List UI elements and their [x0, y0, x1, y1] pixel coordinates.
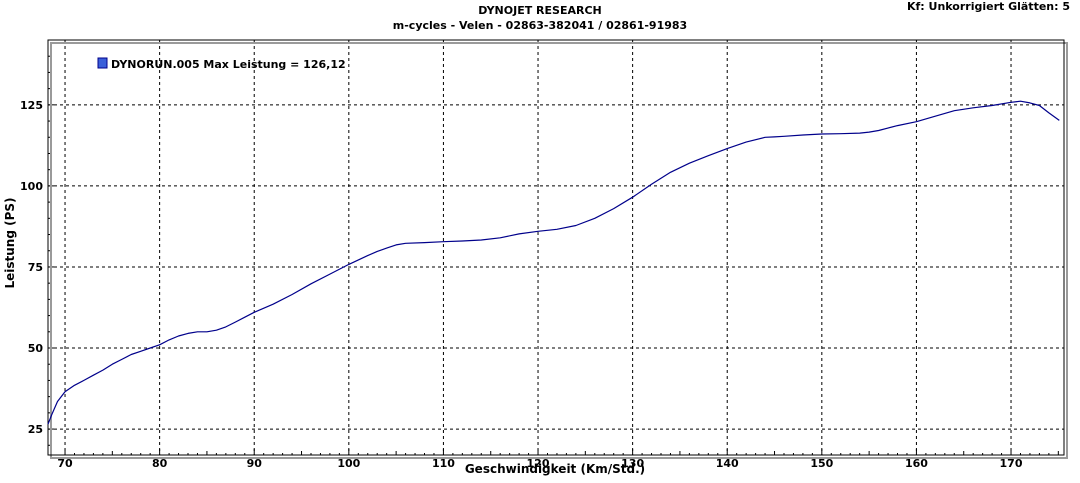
x-tick-label: 90 [247, 457, 263, 470]
power-curve [47, 100, 1060, 425]
plot-frame [47, 39, 1068, 459]
correction-settings: Kf: Unkorrigiert Glätten: 5 [906, 0, 1070, 13]
x-tick-label: 80 [152, 457, 168, 470]
legend: DYNORUN.005 Max Leistung = 126,12 [97, 57, 346, 71]
frame-border [47, 39, 1065, 456]
series-layer [47, 100, 1060, 425]
grid [48, 40, 1064, 455]
x-tick-label: 130 [621, 457, 644, 470]
y-tick-label: 125 [20, 99, 43, 112]
y-tick-label: 100 [20, 180, 43, 193]
frame-shadow [50, 42, 1068, 459]
x-tick-label: 100 [337, 457, 360, 470]
chart-subtitle: m-cycles - Velen - 02863-382041 / 02861-… [392, 19, 688, 32]
x-tick-label: 150 [810, 457, 833, 470]
x-tick-label: 140 [716, 457, 739, 470]
y-tick-label: 25 [28, 423, 43, 436]
tick-labels: 70 80 90 100 110 120 130 140 150 160 170 25 50 75 100 1… [20, 99, 1023, 470]
x-tick-label: 120 [527, 457, 550, 470]
x-tick-label: 70 [57, 457, 73, 470]
x-tick-label: 110 [432, 457, 455, 470]
y-tick-label: 50 [28, 342, 44, 355]
chart-title: DYNOJET RESEARCH [478, 4, 602, 17]
y-axis-label: Leistung (PS) [3, 197, 17, 288]
legend-entry: DYNORUN.005 Max Leistung = 126,12 [111, 58, 346, 71]
x-tick-label: 160 [905, 457, 928, 470]
legend-swatch [97, 57, 108, 69]
x-axis-label: Geschwindigkeit (Km/Std.) [465, 462, 645, 476]
x-tick-label: 170 [1000, 457, 1023, 470]
y-tick-label: 75 [28, 261, 43, 274]
